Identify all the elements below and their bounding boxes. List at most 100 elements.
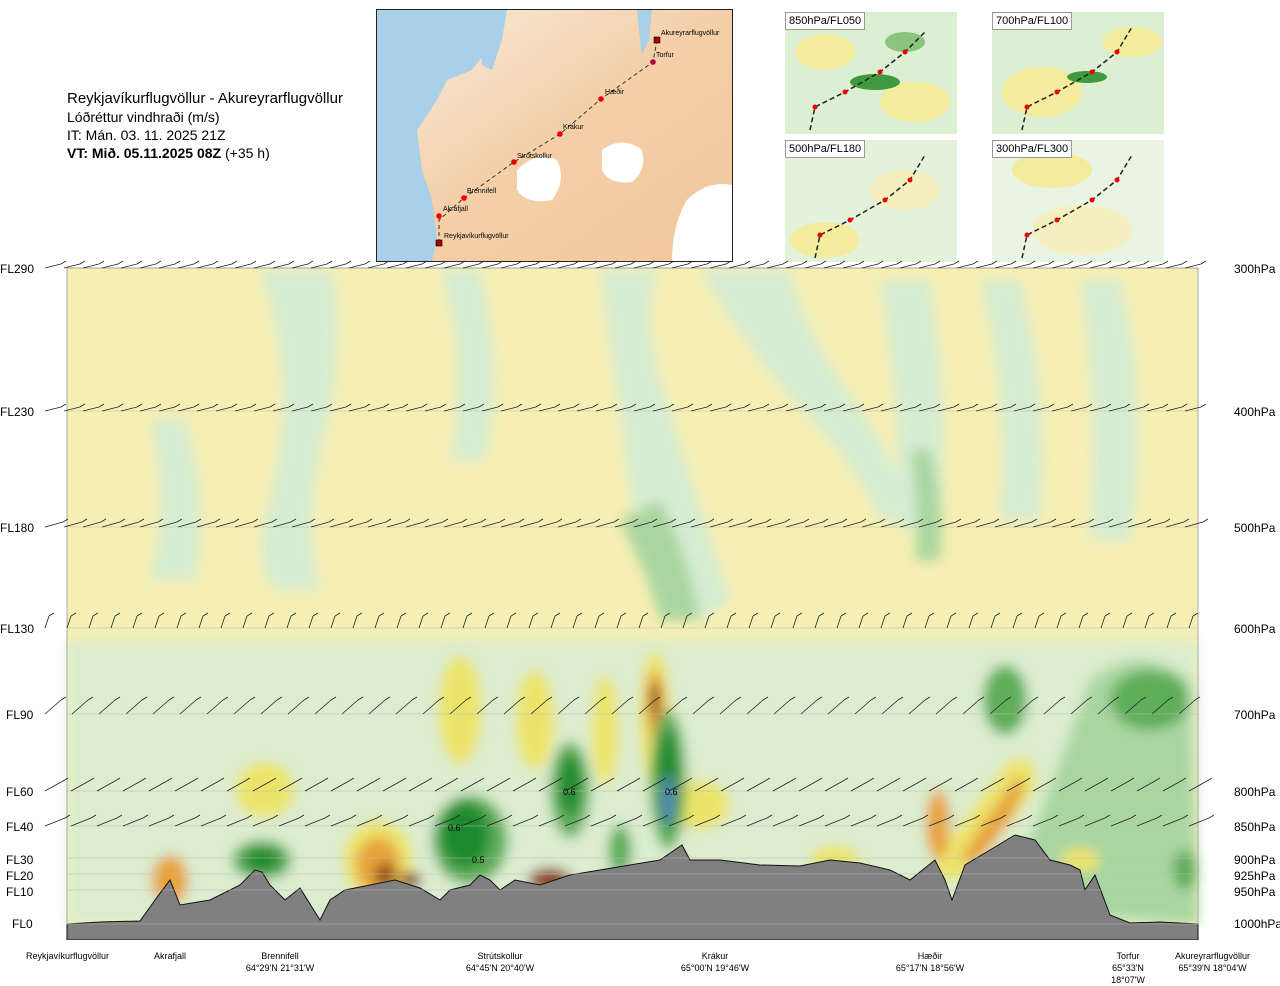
wind-barb [709, 521, 729, 528]
wind-barb [264, 615, 270, 629]
fl-axis-label: FL130 [0, 622, 35, 636]
wind-barb [694, 817, 716, 827]
wind-barb-flag [620, 612, 627, 617]
wind-barb [994, 521, 1014, 528]
wind-barb-flag [1000, 814, 1007, 819]
wind-barb [954, 817, 976, 827]
wind-barb [590, 817, 612, 827]
wind-barb [386, 521, 406, 528]
wind-barb [1165, 406, 1183, 412]
wind-barb-flag [1183, 518, 1190, 523]
wind-barb-flag [687, 403, 694, 408]
wind-barb-flag [1067, 260, 1074, 265]
wind-barb-flag [546, 696, 553, 701]
wind-barb [1110, 780, 1130, 792]
wind-barb [880, 263, 898, 269]
wind-barb-flag [347, 518, 354, 523]
mini-map-300: 300hPa/FL300 [992, 140, 1164, 262]
plot-frame [66, 267, 1199, 925]
wind-barb [671, 406, 689, 412]
wind-barb-flag [222, 696, 229, 701]
wind-barb [720, 817, 742, 827]
wind-barb-flag [917, 518, 924, 523]
route-title: Reykjavíkurflugvöllur - Akureyrarflugvöl… [67, 90, 343, 107]
wind-barb-flag [630, 260, 637, 265]
wind-barb-flag [250, 260, 257, 265]
wind-barb [530, 699, 548, 715]
wind-barb-flag [157, 518, 164, 523]
mini-map-850: 850hPa/FL050 [785, 12, 957, 134]
fl-axis-label: FL290 [0, 262, 35, 276]
wind-barb [1051, 263, 1069, 269]
station-coord: 65°00'N 19°46'W [680, 963, 750, 973]
wind-barb-flag [1016, 612, 1023, 617]
wind-barb-flag [972, 403, 979, 408]
wind-barb-flag [1012, 518, 1019, 523]
wind-barb [139, 406, 157, 412]
wind-barb [861, 406, 879, 412]
station-name: Akrafjall [153, 951, 186, 961]
wind-barb [709, 406, 727, 412]
wind-barb [356, 817, 378, 827]
wind-barb-flag [1104, 612, 1111, 617]
wind-barb-flag [803, 518, 810, 523]
wind-barb-flag [421, 403, 428, 408]
wind-barb-flag [1140, 696, 1147, 701]
wind-barb-flag [936, 518, 943, 523]
mini-map-label: 700hPa/FL100 [992, 12, 1073, 30]
wind-barb [1184, 263, 1202, 269]
wind-barb [1051, 521, 1071, 528]
station-name: Hæðir [917, 951, 943, 961]
wind-barb-flag [138, 518, 145, 523]
wind-barb-flag [364, 403, 371, 408]
wind-barb-flag [598, 612, 605, 617]
station-label: Krákur 65°00'N 19°46'W [665, 950, 765, 974]
wind-barb-flag [632, 518, 639, 523]
wind-barb-flag [991, 403, 998, 408]
wind-barb [836, 615, 842, 629]
wind-barb-flag [1032, 696, 1039, 701]
wind-barb-flag [116, 814, 123, 819]
wind-barb-flag [765, 518, 772, 523]
wind-barb [633, 521, 653, 528]
wind-barb-flag [948, 814, 955, 819]
wind-barb-flag [972, 612, 979, 617]
wind-barb [252, 817, 274, 827]
pressure-axis-label: 800hPa [1234, 785, 1276, 799]
wind-barb [937, 521, 957, 528]
wind-barb [956, 406, 974, 412]
wind-barb-flag [136, 612, 143, 617]
wind-barb [937, 406, 955, 412]
wind-barb [329, 521, 349, 528]
wind-barbs [44, 260, 1215, 827]
wind-barb [177, 406, 195, 412]
wind-barb-flag [303, 696, 310, 701]
station-label: Reykjavíkurflugvöllur [15, 950, 120, 962]
station-coord: 64°29'N 21°31'W [245, 963, 315, 973]
wind-barb [443, 263, 461, 269]
wind-barb-flag [328, 518, 335, 523]
wind-barb [330, 817, 352, 827]
wind-barb-flag [934, 260, 941, 265]
wind-barb-flag [792, 814, 799, 819]
wind-barb [804, 521, 824, 528]
wind-barb [286, 615, 292, 629]
wind-barb-flag [114, 696, 121, 701]
wind-barb [272, 263, 290, 269]
wind-barb-flag [843, 696, 850, 701]
wind-barb [660, 615, 666, 629]
wind-barb [449, 699, 467, 715]
wind-barb [694, 780, 714, 792]
wind-barb [876, 780, 896, 792]
field-patch [591, 675, 619, 785]
wind-barb-flag [611, 403, 618, 408]
wind-barb-flag [1143, 403, 1150, 408]
wind-barb [946, 615, 952, 629]
wind-barb [671, 263, 689, 269]
wind-barb [82, 263, 100, 269]
wind-barb [994, 406, 1012, 412]
wind-barb [633, 406, 651, 412]
wind-barb-flag [400, 777, 407, 782]
wind-barb-flag [421, 260, 428, 265]
field-patch [620, 500, 700, 620]
